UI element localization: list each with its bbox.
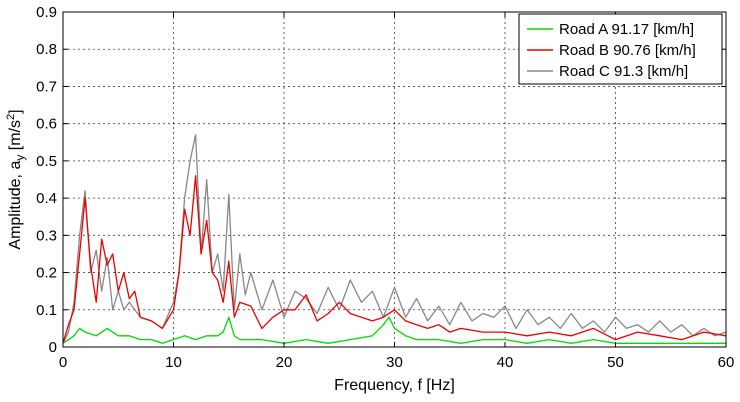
y-tick-label: 0.6 [36, 116, 57, 133]
y-axis-title-main: Amplitude, a [7, 161, 24, 250]
y-tick-label: 0 [49, 339, 57, 356]
legend: Road A 91.17 [km/h] Road B 90.76 [km/h] Ro… [518, 13, 723, 85]
x-tick-label: 10 [165, 354, 182, 371]
y-axis-title-subscript: y [13, 155, 27, 161]
y-tick-label: 0.5 [36, 153, 57, 170]
legend-box [518, 13, 723, 85]
y-tick-label: 0.9 [36, 4, 57, 21]
y-tick-label: 0.7 [36, 78, 57, 95]
y-tick-label: 0.1 [36, 302, 57, 319]
x-tick-label: 0 [59, 354, 67, 371]
legend-label-road-a: Road A 91.17 [km/h] [559, 21, 694, 38]
x-axis-title: Frequency, f [Hz] [334, 377, 455, 394]
x-tick-label: 60 [718, 354, 735, 371]
series-line-road-c [62, 134, 727, 344]
x-tick-label: 20 [276, 354, 293, 371]
y-tick-label: 0.8 [36, 41, 57, 58]
x-tick-label: 50 [607, 354, 624, 371]
y-axis-title: Amplitude, ay [m/s2] [5, 109, 27, 249]
x-tick-labels: 0 10 20 30 40 50 60 [59, 354, 735, 371]
legend-label-road-c: Road C 91.3 [km/h] [559, 63, 688, 80]
series-line-road-a [62, 316, 726, 344]
y-tick-label: 0.2 [36, 265, 57, 282]
legend-items: Road A 91.17 [km/h] Road B 90.76 [km/h] Ro… [527, 21, 696, 80]
series-line-road-b [62, 175, 727, 344]
y-axis-title-unit-close: ] [7, 109, 24, 113]
legend-label-road-b: Road B 90.76 [km/h] [559, 42, 696, 59]
y-tick-label: 0.4 [36, 190, 57, 207]
y-axis-title-superscript: 2 [5, 114, 17, 120]
y-tick-labels: 0 0.1 0.2 0.3 0.4 0.5 0.6 0.7 0.8 0.9 [36, 4, 57, 356]
y-axis-title-unit: [m/s [7, 120, 24, 155]
y-tick-label: 0.3 [36, 227, 57, 244]
x-tick-label: 40 [497, 354, 514, 371]
x-tick-label: 30 [386, 354, 403, 371]
series-group [62, 134, 727, 344]
